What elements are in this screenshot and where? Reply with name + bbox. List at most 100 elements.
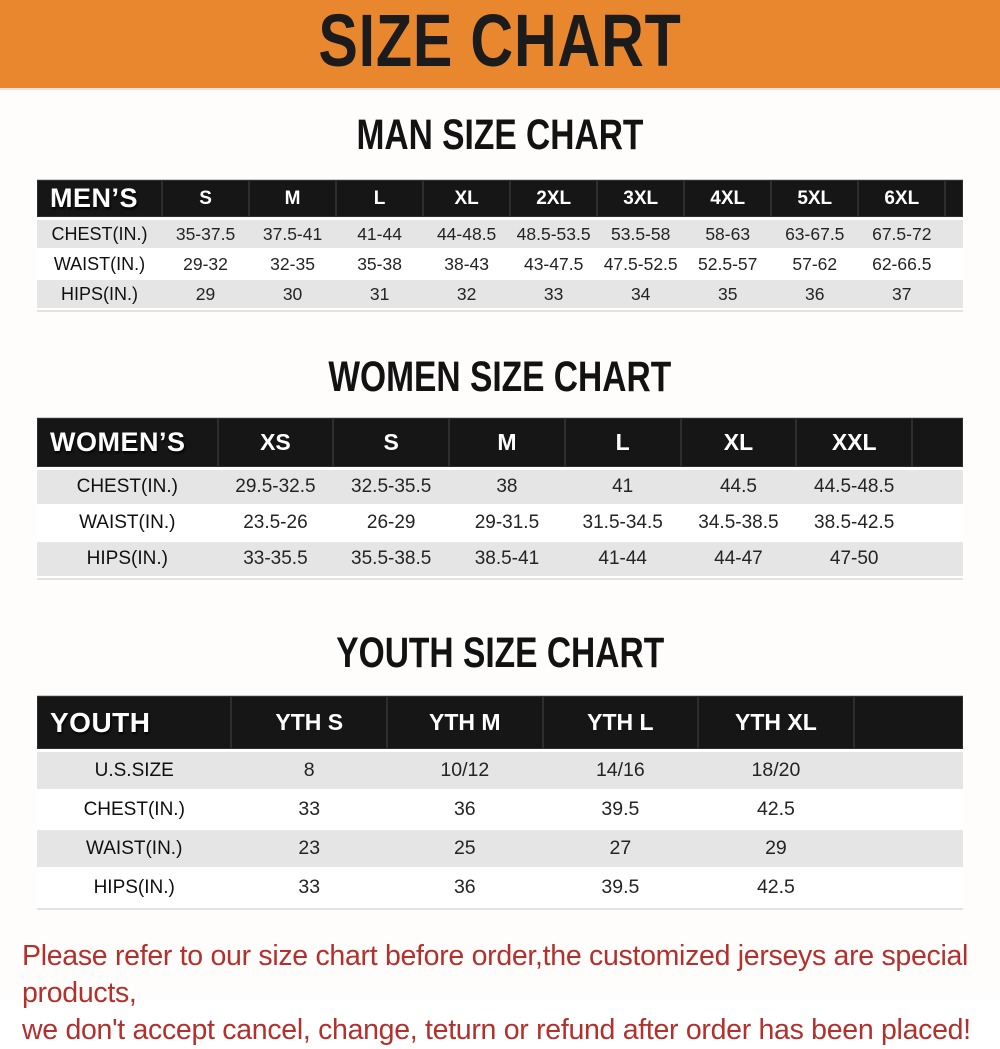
table-cell: 33 [231, 791, 388, 830]
column-header: YTH M [387, 696, 543, 752]
table-cell: 44.5-48.5 [796, 470, 913, 506]
table-cell: 32-35 [249, 250, 337, 280]
table-cell: 41 [564, 470, 681, 506]
table-cell: 62-66.5 [858, 250, 946, 280]
youth-size-chart-section: YOUTH SIZE CHART YOUTH YTH S YTH M YTH L YTH… [0, 632, 1000, 908]
column-header: YTH S [231, 696, 388, 752]
table-cell: 23.5-26 [217, 506, 334, 542]
table-cell: 58-63 [684, 220, 772, 250]
table-cell: 10/12 [387, 752, 543, 791]
row-label: HIPS(IN.) [37, 869, 232, 908]
table-row: WAIST(IN.) 23.5-26 26-29 29-31.5 31.5-34.5 34… [37, 506, 963, 542]
table-cell: 39.5 [542, 791, 699, 830]
table-cell: 41-44 [564, 542, 681, 578]
column-header: S [333, 418, 450, 470]
table-cell: 32.5-35.5 [333, 470, 450, 506]
table-cell: 42.5 [698, 791, 854, 830]
column-header: S [162, 180, 250, 220]
table-cell: 31 [336, 280, 424, 310]
table-header-label: MEN’S [37, 180, 163, 220]
womens-table-header: WOMEN’S XS S M L XL XXL [37, 418, 963, 470]
row-label: CHEST(IN.) [37, 470, 218, 506]
column-header: XL [680, 418, 797, 470]
footer-line-1: Please refer to our size chart before or… [22, 940, 969, 1009]
table-cell: 29-32 [162, 250, 250, 280]
table-cell: 44.5 [680, 470, 797, 506]
table-cell: 14/16 [542, 752, 699, 791]
header-spacer [912, 418, 963, 470]
table-cell: 29 [162, 280, 250, 310]
table-cell: 67.5-72 [858, 220, 946, 250]
header-row: MEN’S S M L XL 2XL 3XL 4XL 5XL 6XL [37, 180, 963, 220]
table-cell: 29-31.5 [449, 506, 565, 542]
mens-size-table: MEN’S S M L XL 2XL 3XL 4XL 5XL 6XL CHEST(IN.) 35-3… [37, 179, 963, 310]
row-spacer [853, 791, 963, 830]
youth-section-title: YOUTH SIZE CHART [0, 632, 1000, 675]
table-cell: 36 [387, 791, 543, 830]
footer-line-2: we don't accept cancel, change, teturn o… [22, 1014, 971, 1046]
footer-note: Please refer to our size chart before or… [22, 938, 1000, 1049]
row-label: WAIST(IN.) [37, 250, 163, 280]
women-size-chart-section: WOMEN SIZE CHART WOMEN’S XS S M L XL XXL CHEST… [0, 356, 1000, 578]
table-cell: 18/20 [698, 752, 854, 791]
man-size-chart-section: MAN SIZE CHART MEN’S S M L XL 2XL 3XL 4XL 5XL 6XL… [0, 114, 1000, 310]
row-spacer [853, 869, 963, 908]
row-label: WAIST(IN.) [37, 506, 218, 542]
row-spacer [853, 830, 963, 869]
column-header: L [336, 180, 424, 220]
table-cell: 36 [771, 280, 859, 310]
womens-size-table: WOMEN’S XS S M L XL XXL CHEST(IN.) 29.5-32.5 32.… [37, 417, 963, 578]
table-cell: 31.5-34.5 [564, 506, 681, 542]
header-row: WOMEN’S XS S M L XL XXL [37, 418, 963, 470]
women-section-title: WOMEN SIZE CHART [0, 356, 1000, 399]
banner-title: SIZE CHART [318, 0, 682, 82]
row-spacer [945, 250, 963, 280]
header-row: YOUTH YTH S YTH M YTH L YTH XL [37, 696, 963, 752]
table-cell: 37.5-41 [249, 220, 337, 250]
row-spacer [945, 220, 963, 250]
row-label: CHEST(IN.) [37, 791, 232, 830]
table-cell: 44-48.5 [423, 220, 511, 250]
table-cell: 38.5-41 [449, 542, 565, 578]
mens-table-header: MEN’S S M L XL 2XL 3XL 4XL 5XL 6XL [37, 180, 963, 220]
column-header: 2XL [510, 180, 598, 220]
table-cell: 34 [597, 280, 685, 310]
table-header-label: WOMEN’S [37, 418, 218, 470]
column-header: XXL [796, 418, 913, 470]
column-header: M [449, 418, 565, 470]
table-row: CHEST(IN.) 33 36 39.5 42.5 [37, 791, 963, 830]
header-spacer [853, 696, 963, 752]
table-cell: 53.5-58 [597, 220, 685, 250]
table-cell: 38-43 [423, 250, 511, 280]
table-row: WAIST(IN.) 29-32 32-35 35-38 38-43 43-47.5 47.… [37, 250, 963, 280]
column-header: L [564, 418, 681, 470]
table-cell: 29.5-32.5 [217, 470, 334, 506]
table-cell: 33 [231, 869, 388, 908]
youth-table-header: YOUTH YTH S YTH M YTH L YTH XL [37, 696, 963, 752]
row-label: CHEST(IN.) [37, 220, 163, 250]
table-cell: 35-37.5 [162, 220, 250, 250]
table-cell: 25 [387, 830, 543, 869]
table-cell: 39.5 [542, 869, 699, 908]
table-row: HIPS(IN.) 33-35.5 35.5-38.5 38.5-41 41-44 44-… [37, 542, 963, 578]
column-header: 3XL [597, 180, 685, 220]
column-header: XL [423, 180, 511, 220]
table-cell: 33-35.5 [217, 542, 334, 578]
table-cell: 63-67.5 [771, 220, 859, 250]
header-spacer [945, 180, 963, 220]
youth-size-table: YOUTH YTH S YTH M YTH L YTH XL U.S.SIZE 8 10/1… [37, 695, 963, 908]
row-label: HIPS(IN.) [37, 542, 218, 578]
table-cell: 52.5-57 [684, 250, 772, 280]
row-spacer [912, 506, 963, 542]
table-cell: 57-62 [771, 250, 859, 280]
table-cell: 23 [231, 830, 388, 869]
column-header: M [249, 180, 337, 220]
table-cell: 37 [858, 280, 946, 310]
table-cell: 48.5-53.5 [510, 220, 598, 250]
table-cell: 35.5-38.5 [333, 542, 450, 578]
banner: SIZE CHART [0, 0, 1000, 90]
mens-table-body: CHEST(IN.) 35-37.5 37.5-41 41-44 44-48.5 48.5… [37, 220, 963, 310]
column-header: XS [217, 418, 334, 470]
row-spacer [912, 542, 963, 578]
table-row: CHEST(IN.) 29.5-32.5 32.5-35.5 38 41 44.5 44.5… [37, 470, 963, 506]
